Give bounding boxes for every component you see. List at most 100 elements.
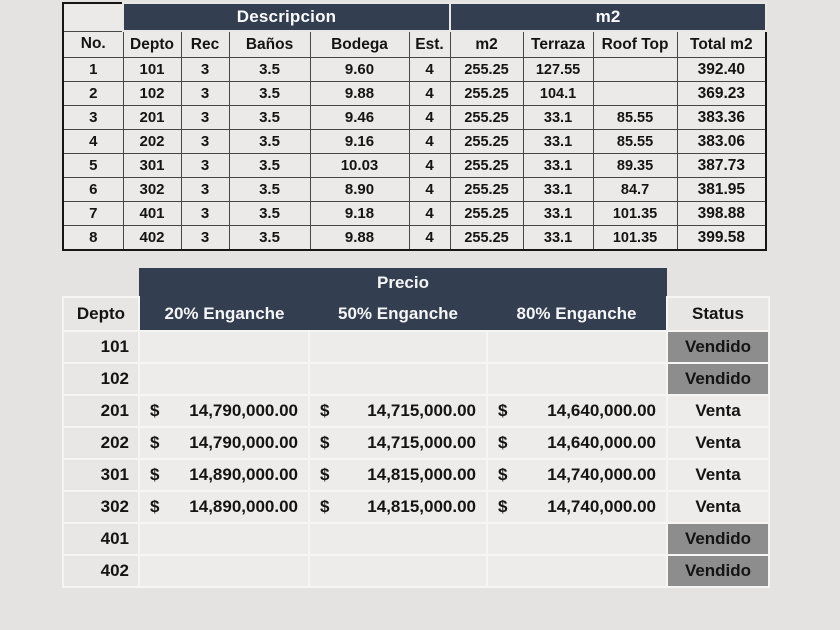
cell-rec: 3 bbox=[180, 153, 230, 178]
col-header-bodega: Bodega bbox=[309, 30, 410, 58]
cell-est: 4 bbox=[408, 177, 451, 202]
cell-depto: 202 bbox=[62, 426, 140, 460]
price-row-402: 402 Vendido bbox=[62, 554, 770, 588]
cell-m2: 255.25 bbox=[449, 105, 524, 130]
cell-banos: 3.5 bbox=[228, 153, 311, 178]
col-header-rec: Rec bbox=[180, 30, 230, 58]
cell-price-20: $14,890,000.00 bbox=[138, 458, 310, 492]
cell-price-80: $14,640,000.00 bbox=[486, 426, 668, 460]
price-row-102: 102 Vendido bbox=[62, 362, 770, 396]
cell-terraza: 33.1 bbox=[522, 105, 594, 130]
currency-symbol: $ bbox=[320, 433, 330, 452]
unit-row-302: 6 302 3 3.5 8.90 4 255.25 33.1 84.7 381.… bbox=[62, 177, 767, 202]
cell-price-80 bbox=[486, 330, 668, 364]
cell-depto: 201 bbox=[122, 105, 182, 130]
cell-est: 4 bbox=[408, 129, 451, 154]
cell-rooftop: 101.35 bbox=[592, 201, 678, 226]
cell-banos: 3.5 bbox=[228, 177, 311, 202]
group-header-row: Descripcion m2 bbox=[62, 2, 768, 32]
cell-est: 4 bbox=[408, 201, 451, 226]
cell-bodega: 8.90 bbox=[309, 177, 410, 202]
group-header-precio: Precio bbox=[139, 268, 667, 297]
cell-rec: 3 bbox=[180, 225, 230, 251]
cell-rec: 3 bbox=[180, 57, 230, 82]
cell-m2: 255.25 bbox=[449, 177, 524, 202]
cell-m2: 255.25 bbox=[449, 153, 524, 178]
cell-totalm2: 387.73 bbox=[676, 153, 767, 178]
cell-totalm2: 383.36 bbox=[676, 105, 767, 130]
currency-symbol: $ bbox=[150, 401, 160, 420]
unit-row-401: 7 401 3 3.5 9.18 4 255.25 33.1 101.35 39… bbox=[62, 201, 767, 226]
price-amount: 14,640,000.00 bbox=[547, 401, 656, 420]
currency-symbol: $ bbox=[498, 401, 508, 420]
cell-depto: 402 bbox=[62, 554, 140, 588]
cell-totalm2: 392.40 bbox=[676, 57, 767, 82]
cell-price-50 bbox=[308, 554, 488, 588]
cell-no: 2 bbox=[62, 81, 124, 106]
currency-symbol: $ bbox=[320, 465, 330, 484]
cell-price-20 bbox=[138, 554, 310, 588]
cell-depto: 302 bbox=[62, 490, 140, 524]
cell-banos: 3.5 bbox=[228, 81, 311, 106]
corner-cell bbox=[62, 2, 124, 32]
price-amount: 14,890,000.00 bbox=[189, 465, 298, 484]
cell-depto: 401 bbox=[62, 522, 140, 556]
cell-no: 7 bbox=[62, 201, 124, 226]
cell-terraza: 33.1 bbox=[522, 225, 594, 251]
cell-depto: 301 bbox=[122, 153, 182, 178]
cell-rooftop: 89.35 bbox=[592, 153, 678, 178]
unit-row-201: 3 201 3 3.5 9.46 4 255.25 33.1 85.55 383… bbox=[62, 105, 767, 130]
price-row-201: 201 $14,790,000.00 $14,715,000.00 $14,64… bbox=[62, 394, 770, 428]
group-header-m2: m2 bbox=[449, 2, 768, 32]
col-header-m2: m2 bbox=[449, 30, 524, 58]
cell-bodega: 9.60 bbox=[309, 57, 410, 82]
cell-price-50: $14,815,000.00 bbox=[308, 458, 488, 492]
cell-totalm2: 383.06 bbox=[676, 129, 767, 154]
cell-terraza: 127.55 bbox=[522, 57, 594, 82]
cell-no: 4 bbox=[62, 129, 124, 154]
cell-banos: 3.5 bbox=[228, 201, 311, 226]
cell-est: 4 bbox=[408, 225, 451, 251]
cell-banos: 3.5 bbox=[228, 225, 311, 251]
col-header-status: Status bbox=[666, 296, 770, 332]
cell-rec: 3 bbox=[180, 177, 230, 202]
cell-depto: 102 bbox=[62, 362, 140, 396]
cell-m2: 255.25 bbox=[449, 81, 524, 106]
currency-symbol: $ bbox=[150, 465, 160, 484]
cell-price-20: $14,790,000.00 bbox=[138, 394, 310, 428]
cell-rec: 3 bbox=[180, 81, 230, 106]
cell-terraza: 33.1 bbox=[522, 153, 594, 178]
unit-row-102: 2 102 3 3.5 9.88 4 255.25 104.1 369.23 bbox=[62, 81, 767, 106]
cell-banos: 3.5 bbox=[228, 57, 311, 82]
col-header-depto: Depto bbox=[122, 30, 182, 58]
cell-bodega: 9.16 bbox=[309, 129, 410, 154]
cell-depto: 102 bbox=[122, 81, 182, 106]
cell-bodega: 9.46 bbox=[309, 105, 410, 130]
status-badge: Venta bbox=[666, 426, 770, 460]
status-badge: Vendido bbox=[666, 330, 770, 364]
cell-rooftop: 84.7 bbox=[592, 177, 678, 202]
cell-m2: 255.25 bbox=[449, 225, 524, 251]
cell-totalm2: 398.88 bbox=[676, 201, 767, 226]
price-row-202: 202 $14,790,000.00 $14,715,000.00 $14,64… bbox=[62, 426, 770, 460]
cell-price-50 bbox=[308, 362, 488, 396]
cell-est: 4 bbox=[408, 81, 451, 106]
price-amount: 14,815,000.00 bbox=[367, 465, 476, 484]
cell-rooftop: 85.55 bbox=[592, 105, 678, 130]
cell-price-80: $14,640,000.00 bbox=[486, 394, 668, 428]
cell-totalm2: 399.58 bbox=[676, 225, 767, 251]
price-amount: 14,790,000.00 bbox=[189, 433, 298, 452]
cell-depto: 202 bbox=[122, 129, 182, 154]
cell-banos: 3.5 bbox=[228, 129, 311, 154]
units-table: Descripcion m2 No. Depto Rec Baños Bodeg… bbox=[62, 2, 768, 251]
cell-no: 5 bbox=[62, 153, 124, 178]
unit-row-101: 1 101 3 3.5 9.60 4 255.25 127.55 392.40 bbox=[62, 57, 767, 82]
price-amount: 14,740,000.00 bbox=[547, 465, 656, 484]
cell-price-50 bbox=[308, 330, 488, 364]
cell-rec: 3 bbox=[180, 105, 230, 130]
status-badge: Venta bbox=[666, 490, 770, 524]
status-badge: Venta bbox=[666, 394, 770, 428]
cell-m2: 255.25 bbox=[449, 57, 524, 82]
price-amount: 14,790,000.00 bbox=[189, 401, 298, 420]
cell-terraza: 33.1 bbox=[522, 201, 594, 226]
